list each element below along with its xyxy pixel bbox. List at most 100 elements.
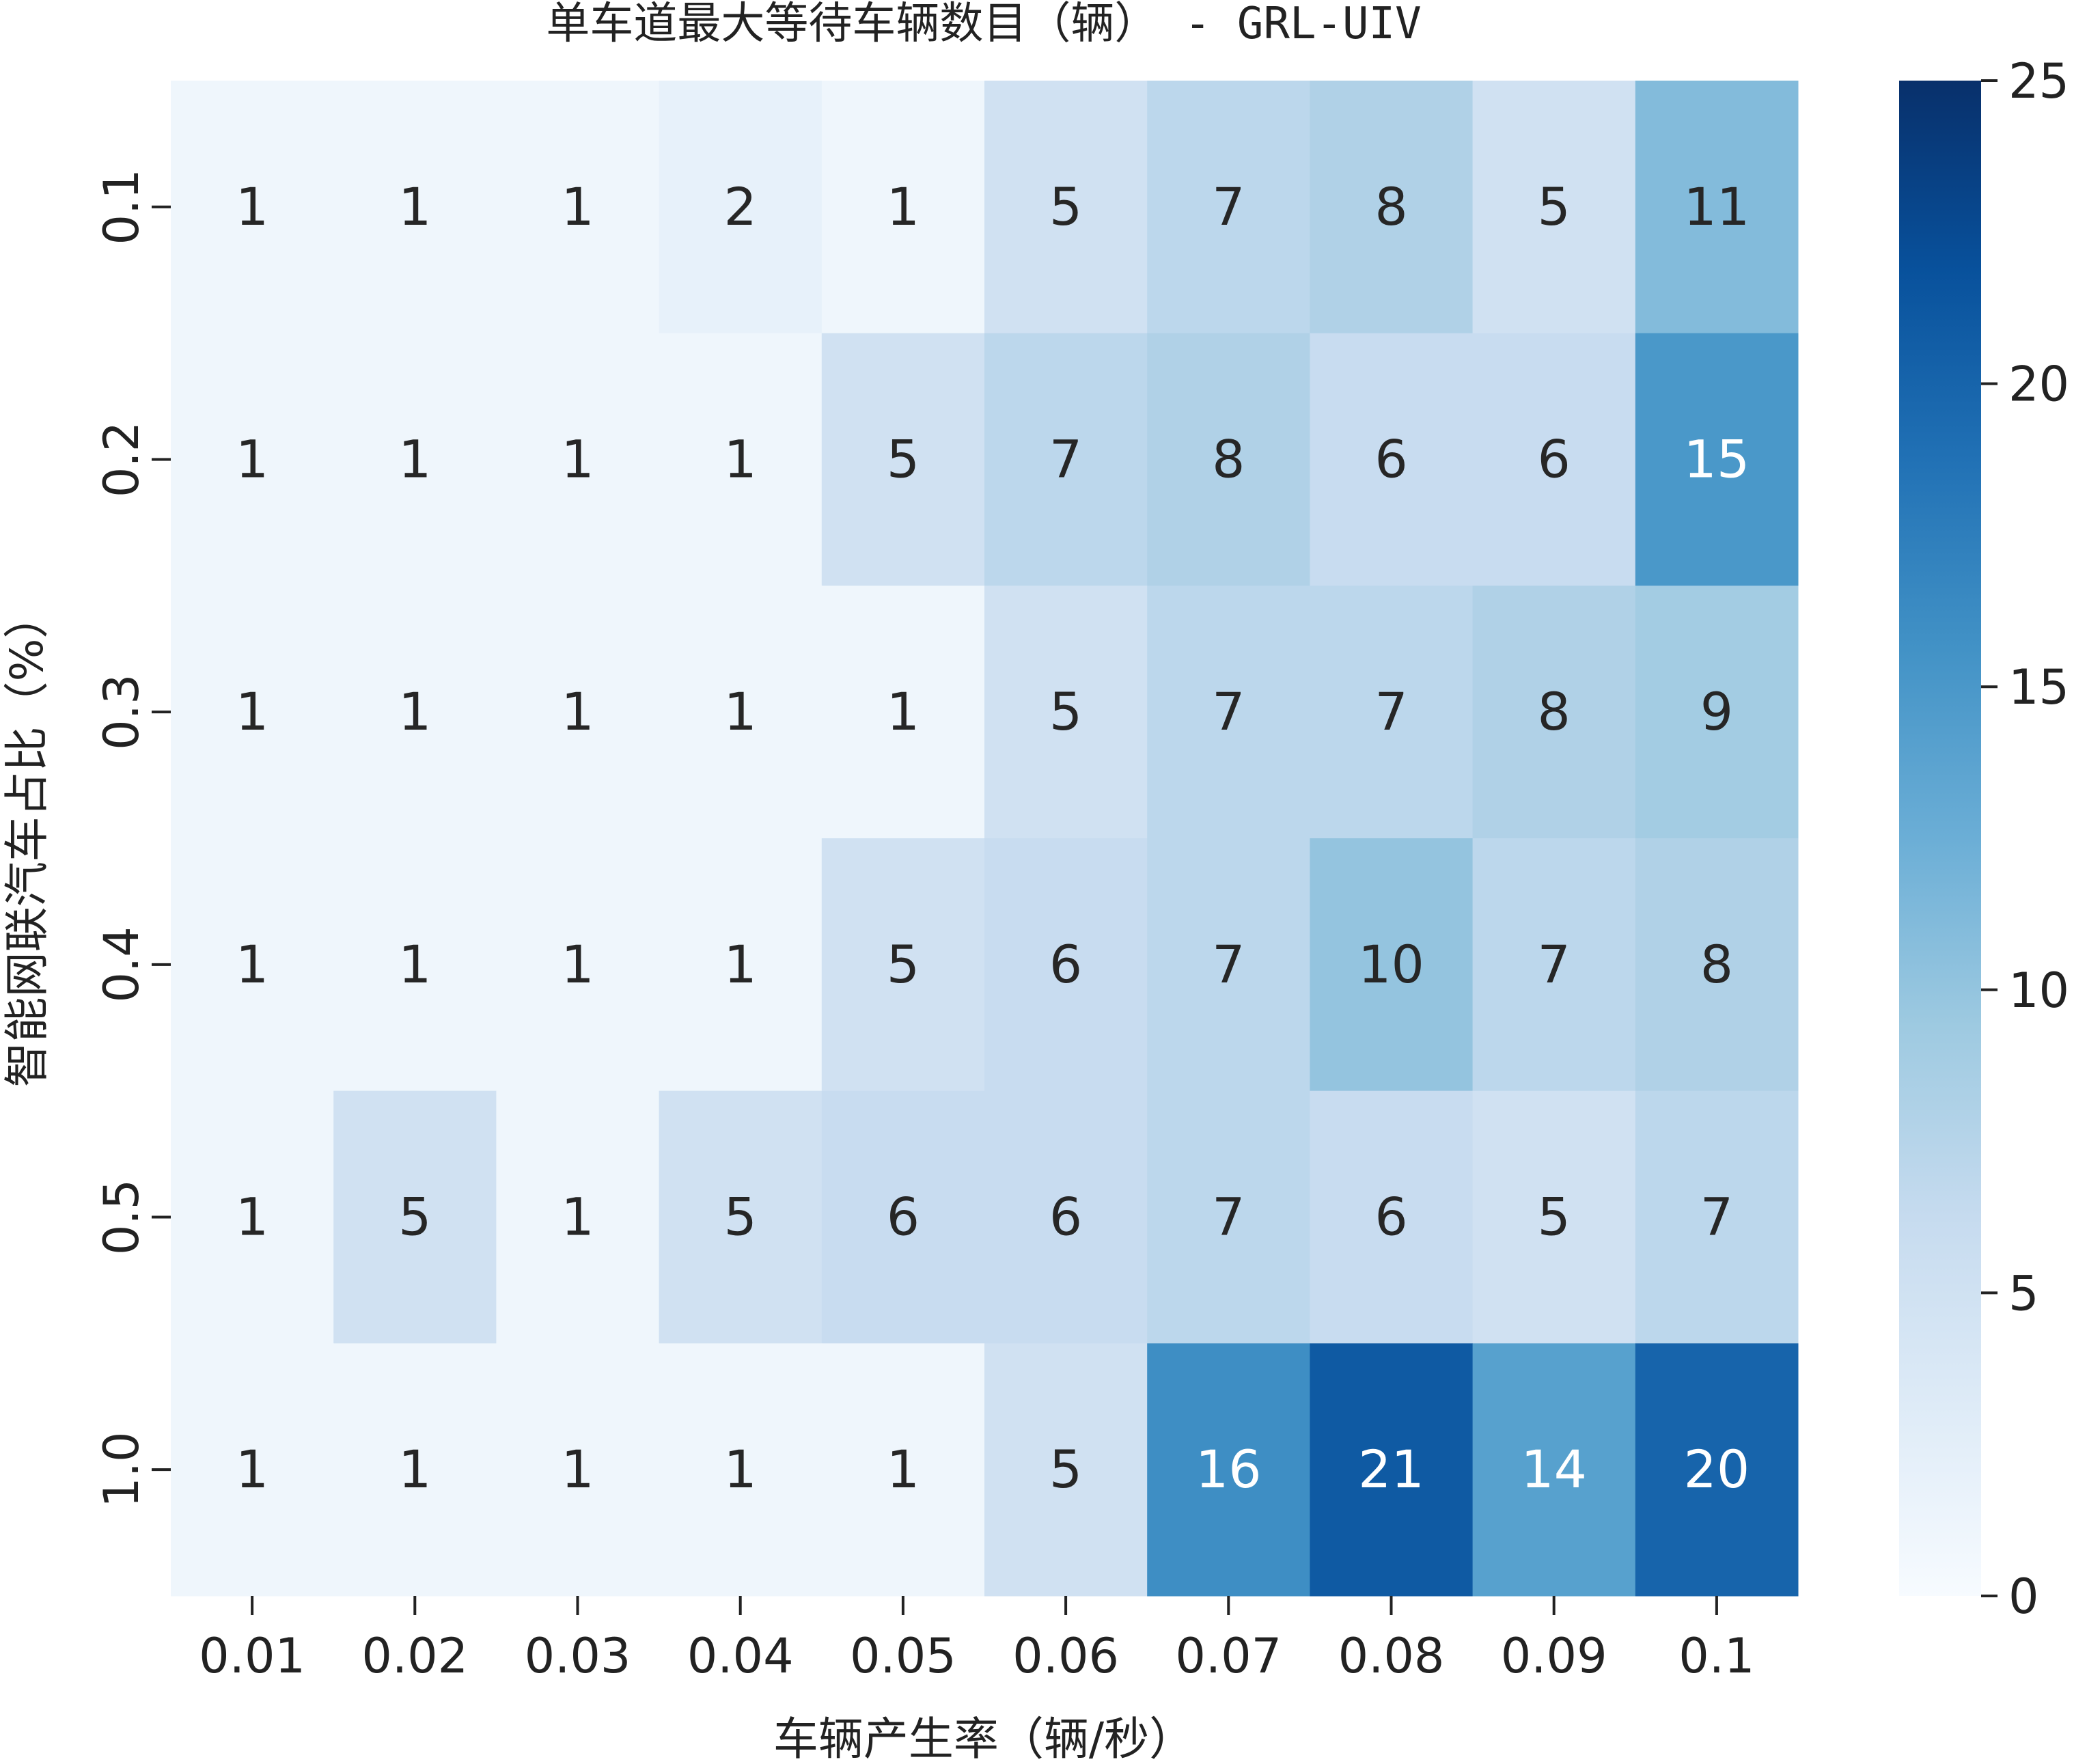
cell-value-label: 9 [1700,681,1733,742]
heatmap-cell [496,333,660,586]
cell-value-label: 1 [236,681,268,742]
heatmap-cell [1635,333,1799,586]
x-tick-label: 0.07 [1175,1628,1282,1684]
cell-value-label: 5 [1538,176,1571,237]
y-tick-label: 0.5 [94,1179,150,1255]
heatmap-cell [333,333,497,586]
cell-value-label: 6 [1374,429,1407,490]
heatmap-cell [1472,333,1636,586]
cell-value-label: 8 [1700,934,1733,995]
heatmap-cells [171,81,1799,1597]
x-tick-label: 0.06 [1012,1628,1119,1684]
x-axis: 0.01 0.02 0.03 0.04 0.05 0.06 0.07 0.08 0.09 0.1 [199,1596,1755,1684]
x-tick-label: 0.08 [1338,1628,1445,1684]
cell-value-label: 15 [1684,429,1750,490]
colorbar-tick-label: 5 [2008,1265,2039,1321]
heatmap-cell [333,81,497,334]
cell-value-label: 7 [1212,681,1245,742]
heatmap-cell [984,838,1148,1092]
cell-value-label: 1 [236,1187,268,1248]
cell-value-label: 1 [887,1439,920,1500]
cell-value-label: 1 [398,681,431,742]
heatmap-cell [333,1343,497,1597]
heatmap-cell [1147,1343,1310,1597]
cell-value-label: 1 [236,1439,268,1500]
heatmap-cell [659,1090,823,1344]
heatmap-cell [171,333,334,586]
heatmap-cell [333,585,497,839]
cell-value-label: 7 [1538,934,1571,995]
chart-title: 单车道最大等待车辆数目（辆） - GRL-UIV [546,0,1421,49]
cell-value-label: 1 [561,176,594,237]
cell-value-label: 1 [398,429,431,490]
heatmap-cell [821,1090,985,1344]
y-axis: 0.1 0.2 0.3 0.4 0.5 1.0 [94,169,171,1508]
heatmap-cell [171,1343,334,1597]
colorbar-tick-label: 0 [2008,1569,2039,1625]
heatmap-cell [1635,838,1799,1092]
heatmap-cell [333,1090,497,1344]
colorbar [1899,81,1981,1596]
cell-value-label: 5 [1049,176,1082,237]
heatmap-cell [496,1090,660,1344]
heatmap-cell [496,585,660,839]
heatmap-cell [659,1343,823,1597]
heatmap-cell [1310,1343,1474,1597]
cell-value-label: 1 [724,1439,757,1500]
cell-value-label: 1 [561,1187,594,1248]
x-tick-label: 0.1 [1678,1628,1754,1684]
cell-value-label: 6 [887,1187,920,1248]
cell-value-label: 10 [1358,934,1424,995]
heatmap-cell [1147,838,1310,1092]
cell-value-label: 6 [1049,934,1082,995]
colorbar-tick-label: 15 [2008,659,2069,715]
cell-value-label: 1 [887,176,920,237]
x-tick-label: 0.09 [1501,1628,1607,1684]
x-tick-label: 0.04 [687,1628,794,1684]
heatmap-cell [659,333,823,586]
cell-value-label: 6 [1538,429,1571,490]
heatmap-cell [821,333,985,586]
x-tick-label: 0.02 [361,1628,468,1684]
cell-value-label: 1 [887,681,920,742]
cell-value-label: 8 [1374,176,1407,237]
heatmap-cell [1310,81,1474,334]
x-tick-label: 0.01 [199,1628,305,1684]
heatmap-cell [984,81,1148,334]
y-tick-label: 0.4 [94,926,150,1002]
x-tick-label: 0.03 [525,1628,631,1684]
heatmap-cell [1472,1090,1636,1344]
cell-value-label: 5 [887,934,920,995]
heatmap-cell [1147,585,1310,839]
cell-value-label: 1 [398,1439,431,1500]
heatmap-cell [984,1343,1148,1597]
heatmap-cell [1147,1090,1310,1344]
cell-annotations: 1 1 1 2 1 5 7 8 5 111 1 1 1 5 7 8 6 6 151 1 1 1 1 5 7 7 8 91 1 1 1 5 6 7 1… [236,176,1750,1500]
cell-value-label: 1 [561,1439,594,1500]
cell-value-label: 1 [561,934,594,995]
heatmap-cell [1635,1343,1799,1597]
heatmap-cell [171,585,334,839]
cell-value-label: 5 [1049,681,1082,742]
colorbar-tick-label: 20 [2008,357,2069,413]
colorbar-ticks: 0 5 10 15 20 25 [1981,53,2069,1625]
x-axis-label: 车辆产生率（辆/秒） [773,1713,1194,1764]
heatmap-cell [1472,1343,1636,1597]
cell-value-label: 7 [1212,176,1245,237]
cell-value-label: 16 [1195,1439,1262,1500]
cell-value-label: 1 [724,934,757,995]
cell-value-label: 7 [1212,934,1245,995]
heatmap-cell [821,81,985,334]
heatmap-cell [1147,81,1310,334]
x-tick-label: 0.05 [850,1628,956,1684]
cell-value-label: 1 [561,429,594,490]
y-tick-label: 0.3 [94,674,150,750]
heatmap-cell [496,838,660,1092]
heatmap-cell [1310,333,1474,586]
cell-value-label: 1 [236,429,268,490]
heatmap-cell [1310,585,1474,839]
heatmap-cell [821,1343,985,1597]
cell-value-label: 11 [1684,176,1750,237]
heatmap-cell [984,585,1148,839]
cell-value-label: 7 [1049,429,1082,490]
